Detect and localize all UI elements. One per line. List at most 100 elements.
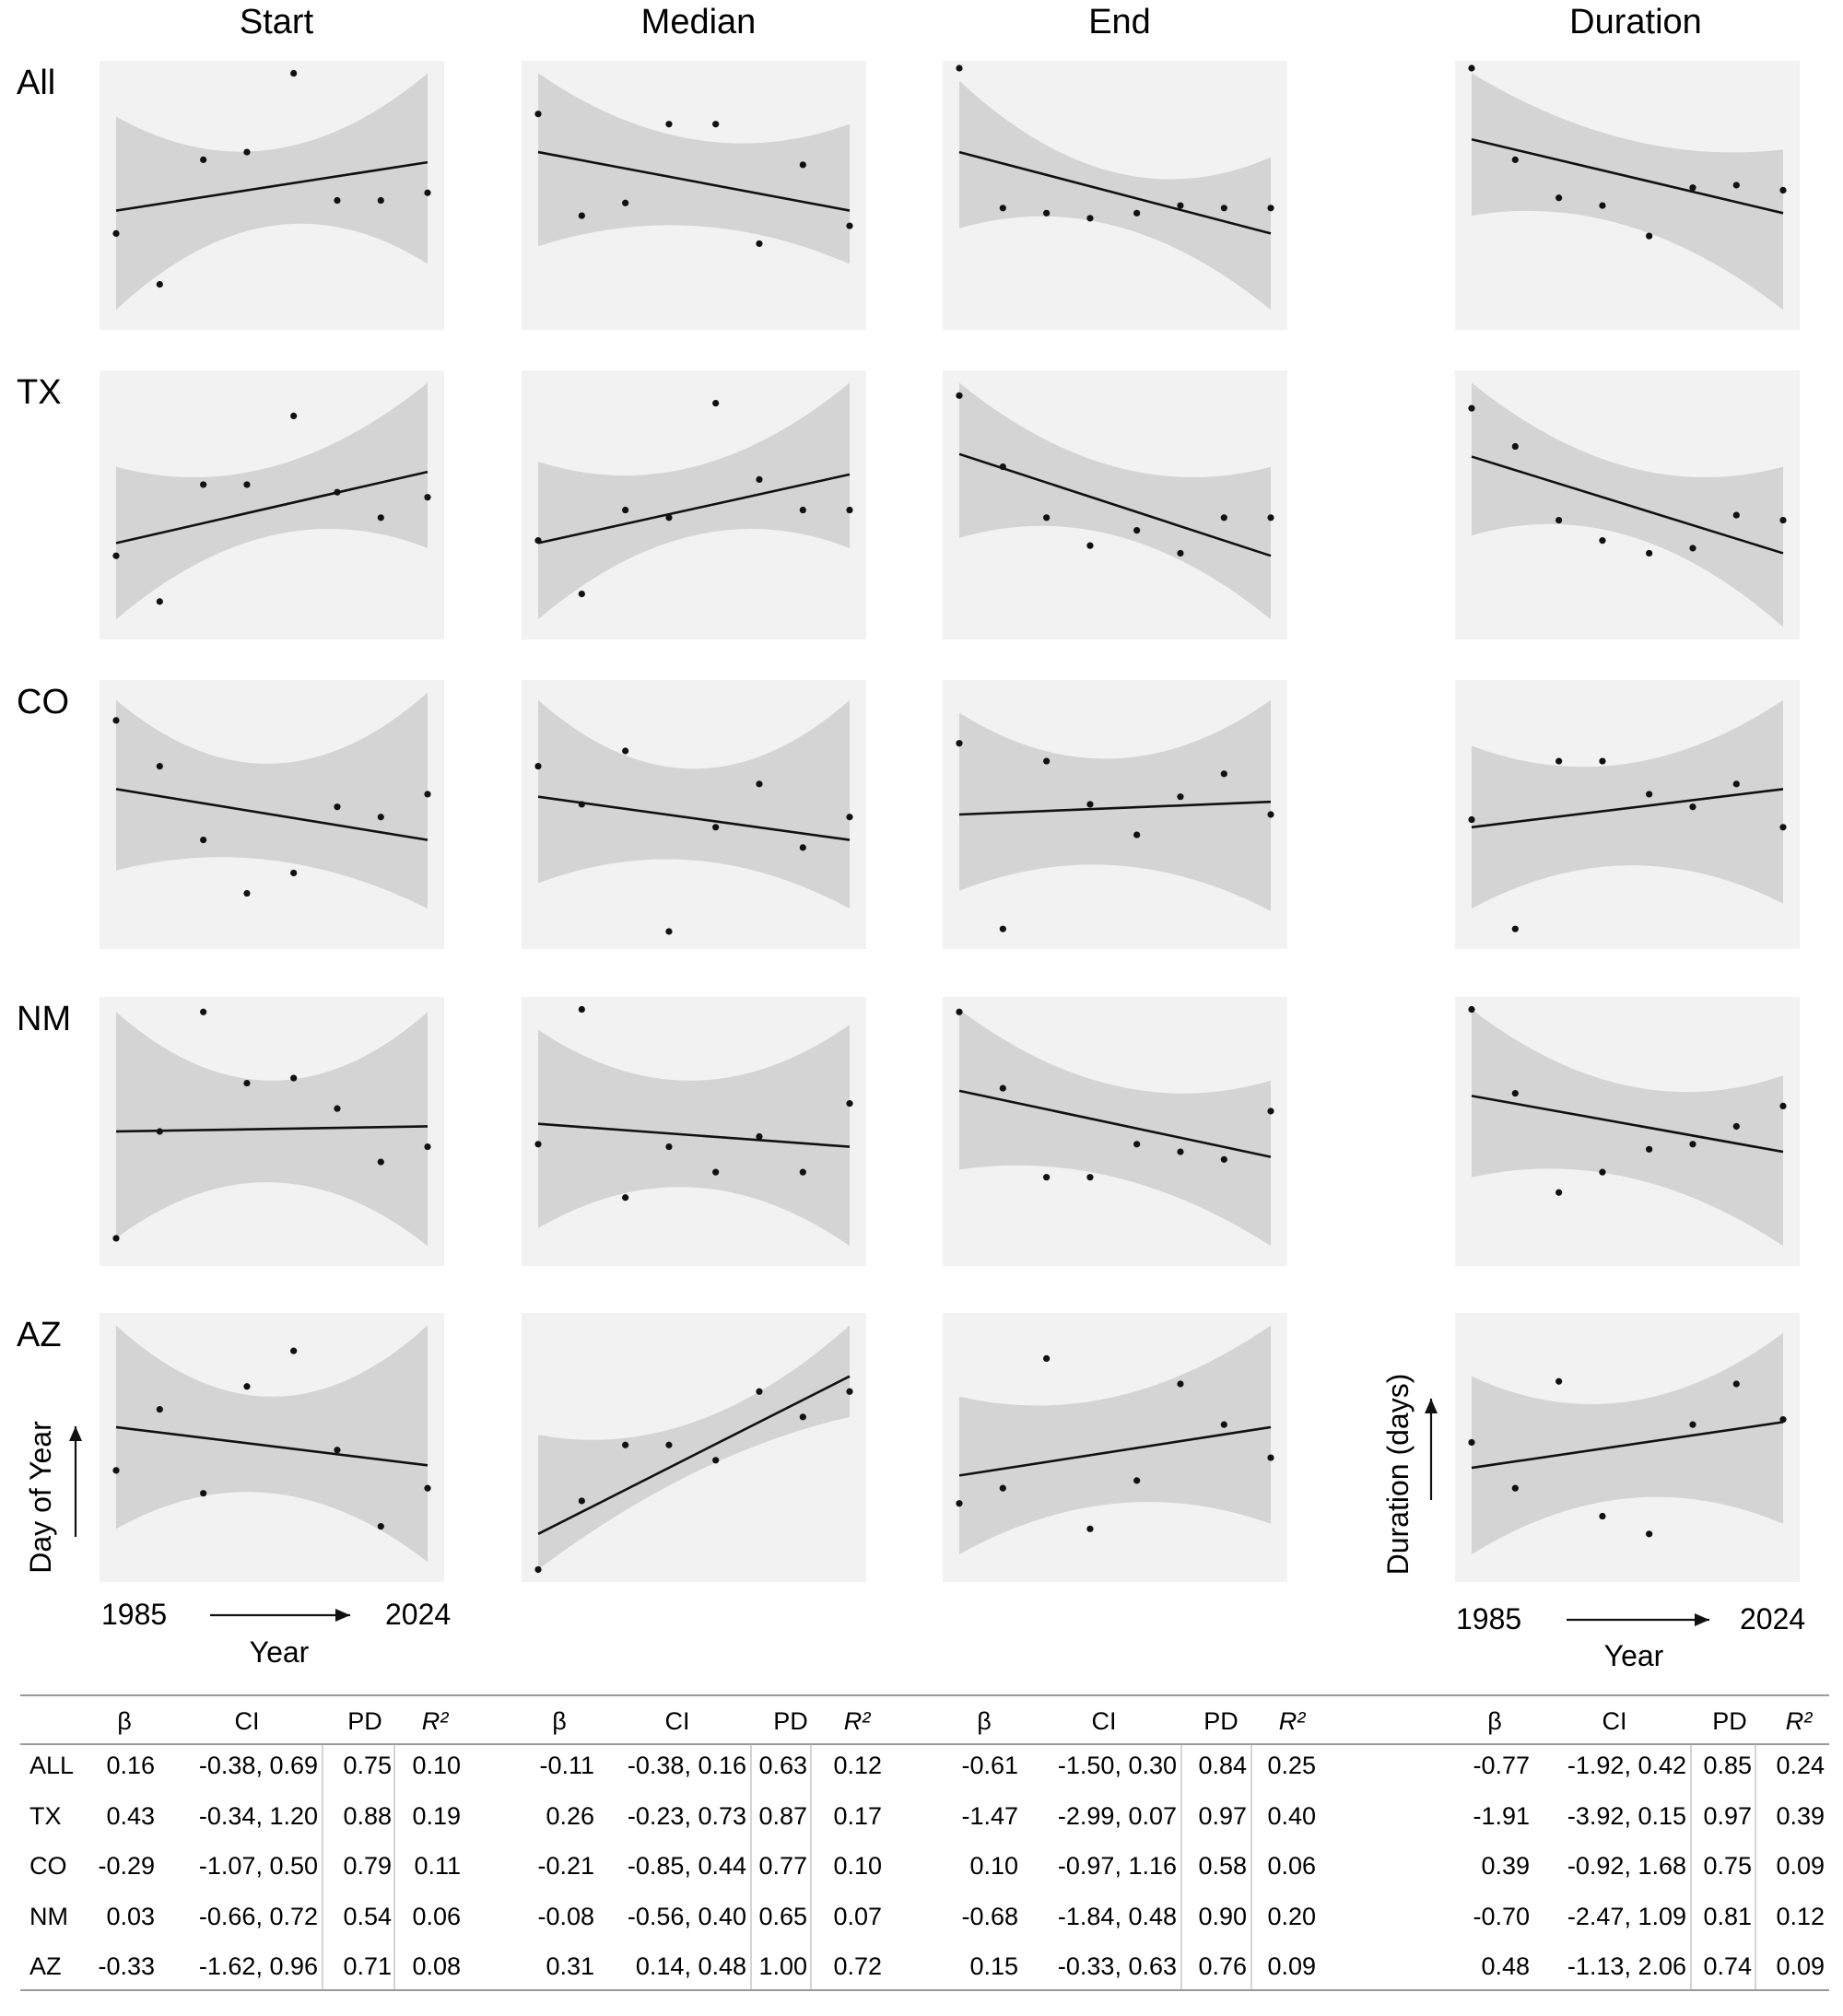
data-point [334,488,341,496]
trend-line [1471,138,1784,215]
trend-line [537,795,851,841]
table-cell-pd: 0.81 [1703,1903,1752,1930]
data-point [200,156,207,163]
row-title-nm: NM [17,1000,71,1038]
table-cell-ci: -1.07, 0.50 [199,1852,318,1880]
duration-year-end-label: 2024 [1740,1602,1805,1635]
row-titles: All TX CO NM AZ [17,64,71,1354]
data-point [1646,549,1653,557]
data-point [578,801,585,808]
data-point [1220,770,1227,778]
data-point [1468,1438,1475,1447]
table-cell-beta: 0.26 [546,1802,594,1830]
panel-nm-median [522,997,866,1266]
row-title-all: All [17,64,55,102]
table-cell-pd: 0.63 [758,1752,807,1779]
data-point [200,837,207,844]
table-cell-r2: 0.12 [833,1752,882,1779]
table-cell-beta: 0.15 [969,1952,1018,1980]
table-header-pd: PD [1712,1707,1747,1735]
row-title-az: AZ [17,1316,62,1354]
panel-az-duration [1455,1313,1800,1582]
data-point [712,400,720,407]
data-point [1086,542,1094,549]
data-point [1267,514,1274,522]
data-point [334,196,341,205]
data-point [1732,1122,1740,1131]
trend-line [958,800,1272,816]
trend-line [958,1425,1272,1477]
table-cell-r2: 0.06 [412,1903,461,1930]
table-row-label: NM [29,1903,68,1930]
data-point [956,392,963,399]
trend-line [1471,1421,1784,1470]
data-point [290,69,298,77]
data-point [1689,1421,1696,1428]
data-point [1689,1141,1696,1148]
data-point [1689,803,1696,811]
data-point [1267,1454,1274,1461]
data-point [534,111,542,118]
data-point [956,740,963,747]
table-row-label: CO [29,1852,67,1880]
data-point [1177,202,1184,209]
data-point [1779,516,1787,524]
data-point [1133,1141,1141,1148]
data-point [534,762,542,770]
table-cell-ci: -2.47, 1.09 [1567,1903,1686,1930]
data-point [999,463,1006,471]
panel-nm-duration [1455,997,1800,1266]
confidence-band [116,382,428,620]
table-header-ci: CI [235,1707,260,1735]
table-header-beta: β [977,1707,992,1735]
data-point [1599,537,1606,545]
trend-line [115,470,428,545]
table-cell-pd: 0.84 [1198,1752,1247,1779]
data-point [1599,202,1606,209]
data-point [712,1457,720,1464]
data-point [156,1128,163,1135]
table-cell-r2: 0.10 [412,1752,461,1779]
panel-az-start [100,1313,444,1582]
table-cell-ci: -0.38, 0.69 [199,1752,318,1779]
data-point [665,121,673,128]
confidence-band [538,73,850,264]
trend-line [115,1125,428,1133]
table-cell-r2: 0.39 [1776,1802,1825,1830]
panel-tx-end [943,370,1287,639]
table-header-r2: R² [422,1707,449,1735]
trend-line [537,1122,851,1148]
confidence-band [538,1325,850,1570]
data-point [290,1347,298,1354]
table-cell-beta: -0.29 [98,1852,155,1880]
trend-line [1471,1095,1784,1154]
data-point [622,1441,629,1448]
table-cell-beta: -0.61 [961,1752,1018,1779]
data-point [1732,182,1740,189]
panel-nm-start [100,997,444,1266]
data-point [799,1413,806,1421]
panel-tx-duration [1455,370,1800,639]
year-start-label: 1985 [101,1598,167,1631]
data-point [1043,1174,1051,1181]
data-point [622,506,629,514]
data-point [578,1005,585,1014]
table-cell-r2: 0.19 [412,1802,461,1830]
table-header-ci: CI [665,1707,690,1735]
data-point [846,1100,853,1108]
data-point [1220,205,1227,212]
data-point [665,1143,673,1151]
table-cell-beta: -0.21 [537,1852,594,1880]
table-row-label: AZ [29,1952,62,1980]
table-header-beta: β [117,1707,132,1735]
data-point [377,196,384,205]
data-point [112,1467,120,1474]
table-cell-ci: -0.85, 0.44 [628,1852,746,1880]
row-title-tx: TX [17,373,62,412]
data-point [1468,1005,1475,1014]
data-point [1086,1525,1094,1532]
table-cell-r2: 0.07 [833,1903,882,1930]
table-cell-pd: 0.75 [1703,1852,1752,1880]
trend-line [537,473,851,545]
panel-co-end [943,680,1287,949]
